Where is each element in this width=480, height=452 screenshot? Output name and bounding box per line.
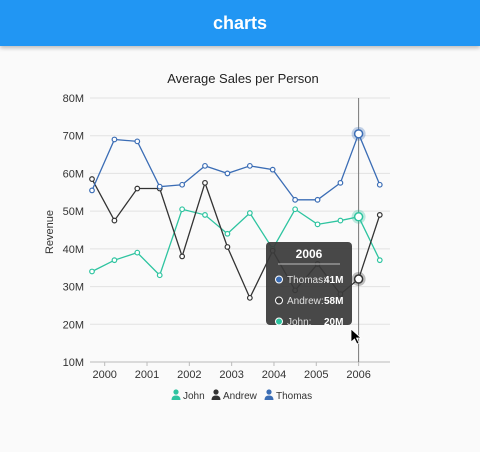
tooltip-series-name: Thomas: xyxy=(287,275,326,286)
data-point[interactable] xyxy=(89,268,95,275)
series-john[interactable] xyxy=(89,206,383,279)
highlight-point xyxy=(353,212,364,222)
series-line xyxy=(91,208,381,277)
data-point[interactable] xyxy=(337,217,344,224)
legend-item-john[interactable]: John xyxy=(171,389,205,402)
y-tick-label: 70M xyxy=(63,131,84,143)
data-point[interactable] xyxy=(224,230,231,237)
data-point[interactable] xyxy=(376,257,383,264)
tooltip-value: 20M xyxy=(324,317,343,328)
y-tick-label: 40M xyxy=(63,244,84,256)
data-point[interactable] xyxy=(111,257,118,264)
data-point[interactable] xyxy=(314,221,321,228)
data-point[interactable] xyxy=(376,212,383,218)
data-point[interactable] xyxy=(246,162,253,169)
highlight-point xyxy=(353,129,364,139)
person-icon xyxy=(171,389,181,400)
x-tick-label: 2001 xyxy=(135,369,159,381)
legend-label: Andrew xyxy=(223,391,258,402)
data-point[interactable] xyxy=(292,196,299,203)
y-tick-label: 50M xyxy=(63,206,84,218)
data-point[interactable] xyxy=(179,253,186,260)
legend[interactable]: John Andrew Thomas xyxy=(171,389,313,402)
mouse-pointer-icon xyxy=(350,328,363,345)
app-bar: charts xyxy=(0,0,480,46)
app-title: charts xyxy=(212,12,268,33)
x-tick-label: 2006 xyxy=(346,369,370,381)
data-point[interactable] xyxy=(314,196,321,203)
data-point[interactable] xyxy=(156,272,163,279)
tooltip-title: 2006 xyxy=(296,247,323,261)
tooltip-series-name: John: xyxy=(287,317,311,328)
data-point[interactable] xyxy=(246,294,253,301)
x-tick-label: 2003 xyxy=(219,369,243,381)
tooltip-marker xyxy=(275,296,283,305)
data-point[interactable] xyxy=(89,176,95,182)
legend-item-andrew[interactable]: Andrew xyxy=(211,389,258,402)
chart-area[interactable]: Average Sales per Person Revenue 10M 20M 3… xyxy=(0,46,480,452)
tooltip-value: 58M xyxy=(324,296,343,307)
data-point[interactable] xyxy=(224,244,231,250)
x-axis-ticks: 2000 2001 2002 2003 2004 2005 2006 xyxy=(92,362,371,381)
data-point[interactable] xyxy=(376,181,383,188)
data-point[interactable] xyxy=(292,206,299,213)
data-point[interactable] xyxy=(134,249,141,256)
tooltip-marker xyxy=(275,275,283,284)
tooltip-marker xyxy=(275,317,283,326)
data-point[interactable] xyxy=(89,187,95,194)
highlight-markers xyxy=(351,126,366,287)
data-point[interactable] xyxy=(179,181,186,188)
x-tick-label: 2002 xyxy=(177,369,201,381)
y-axis-ticks: 10M 20M 30M 40M 50M 60M 70M 80M xyxy=(63,93,84,369)
data-point[interactable] xyxy=(246,210,253,216)
person-icon xyxy=(211,389,221,400)
series-line xyxy=(91,132,381,201)
series-layer[interactable] xyxy=(89,130,383,301)
chart-title: Average Sales per Person xyxy=(167,71,319,86)
tooltip-background xyxy=(266,242,352,325)
data-point[interactable] xyxy=(156,183,163,190)
y-tick-label: 60M xyxy=(63,168,84,180)
data-point[interactable] xyxy=(111,136,118,143)
tooltip-series-name: Andrew: xyxy=(287,296,324,307)
series-thomas[interactable] xyxy=(89,130,383,203)
y-tick-label: 80M xyxy=(63,93,84,105)
data-point[interactable] xyxy=(202,162,208,169)
person-icon xyxy=(264,389,274,400)
legend-label: John xyxy=(183,391,205,402)
data-point[interactable] xyxy=(179,206,186,213)
y-tick-label: 30M xyxy=(63,282,84,294)
y-tick-label: 20M xyxy=(63,319,84,331)
tooltip-value: 41M xyxy=(324,275,343,286)
data-point[interactable] xyxy=(224,170,231,177)
data-point[interactable] xyxy=(269,166,276,173)
data-point[interactable] xyxy=(134,138,141,145)
highlight-point xyxy=(353,274,364,284)
data-point[interactable] xyxy=(202,212,208,218)
y-axis-label: Revenue xyxy=(44,210,56,254)
grid-lines xyxy=(90,97,390,363)
data-point[interactable] xyxy=(111,217,118,224)
x-tick-label: 2000 xyxy=(92,369,116,381)
legend-item-thomas[interactable]: Thomas xyxy=(264,389,313,402)
legend-label: Thomas xyxy=(276,391,312,402)
data-point[interactable] xyxy=(337,179,344,186)
data-point[interactable] xyxy=(134,185,141,192)
line-chart[interactable]: Average Sales per Person Revenue 10M 20M 3… xyxy=(0,46,480,452)
data-point[interactable] xyxy=(202,179,208,186)
y-tick-label: 10M xyxy=(63,357,84,369)
x-tick-label: 2005 xyxy=(304,369,328,381)
x-tick-label: 2004 xyxy=(262,369,286,381)
